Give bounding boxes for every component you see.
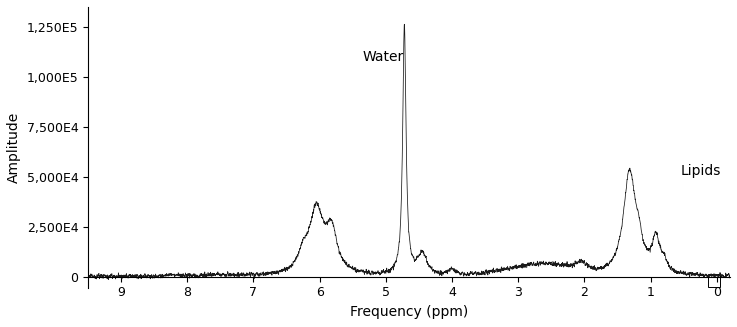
Bar — [708, 273, 720, 287]
X-axis label: Frequency (ppm): Frequency (ppm) — [350, 305, 468, 319]
Text: Water: Water — [363, 50, 404, 64]
Y-axis label: Amplitude: Amplitude — [7, 112, 21, 183]
Text: Lipids: Lipids — [680, 164, 721, 178]
